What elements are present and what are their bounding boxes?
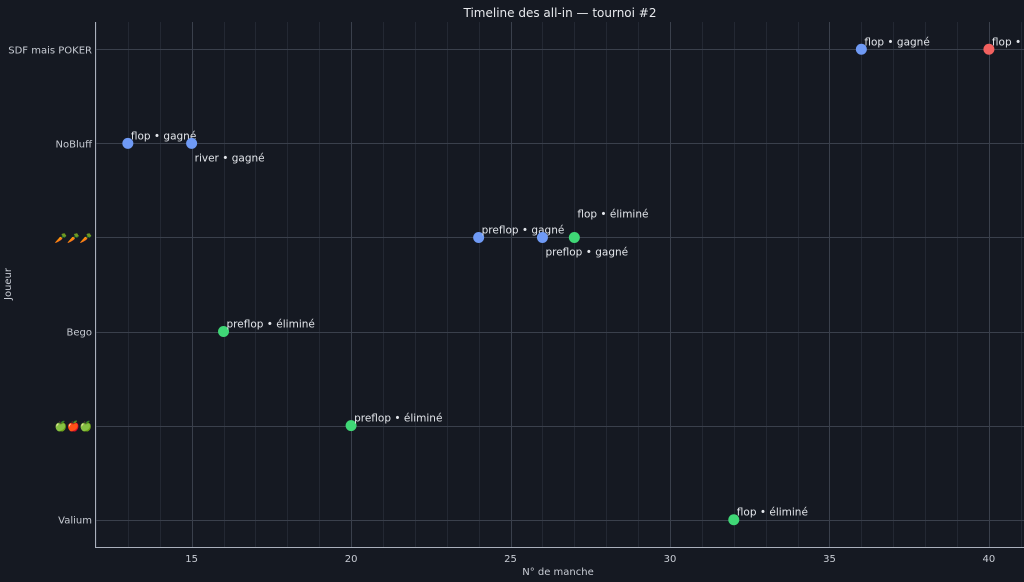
- x-tick-label: 30: [664, 554, 677, 565]
- y-tick-label: 🍏🍎🍏: [55, 420, 92, 433]
- data-point: [855, 43, 867, 55]
- data-point: [536, 231, 548, 243]
- data-label: preflop • gagné: [482, 224, 565, 236]
- y-tick-label: Bego: [67, 328, 92, 339]
- data-label: preflop • éliminé: [227, 319, 315, 331]
- x-tick-label: 20: [345, 554, 358, 565]
- y-tick-label: SDF mais POKER: [8, 45, 92, 56]
- data-point: [345, 420, 357, 432]
- chart-title: Timeline des all-in — tournoi #2: [463, 6, 657, 20]
- x-tick-label: 40: [983, 554, 996, 565]
- data-point: [218, 326, 230, 338]
- y-tick-label: 🥕🥕🥕: [55, 232, 92, 244]
- y-axis-label: Joueur: [3, 267, 14, 301]
- data-label: preflop • éliminé: [354, 413, 442, 425]
- x-tick-label: 15: [185, 554, 198, 565]
- data-label: flop • gagné: [131, 130, 196, 142]
- data-label: flop • éliminé: [737, 507, 808, 519]
- data-label: flop • gagné: [864, 36, 929, 48]
- data-label: river • gagné: [195, 152, 265, 164]
- points: flop • gagné flop • perdu flop • gagné rive…: [122, 36, 1024, 526]
- x-tick-label: 25: [504, 554, 517, 565]
- data-point: [983, 43, 995, 55]
- y-tick-label: Valium: [58, 516, 92, 527]
- grid: [95, 22, 1024, 547]
- axes: [95, 22, 1024, 548]
- data-label: flop • éliminé: [577, 208, 648, 220]
- data-point: [186, 137, 198, 149]
- data-label: preflop • gagné: [545, 246, 628, 258]
- y-tick-label: NoBluff: [56, 139, 94, 150]
- x-tick-label: 35: [823, 554, 836, 565]
- data-point: [122, 137, 134, 149]
- y-tick-labels: Valium 🍏🍎🍏 Bego 🥕🥕🥕 NoBluff SDF mais POKER: [8, 45, 93, 526]
- data-point: [473, 231, 485, 243]
- data-point: [728, 514, 740, 526]
- data-point: [568, 231, 580, 243]
- data-label: flop • perdu: [992, 36, 1024, 48]
- x-axis-label: N° de manche: [522, 567, 594, 578]
- x-tick-labels: 15 20 25 30 35 40: [185, 554, 995, 565]
